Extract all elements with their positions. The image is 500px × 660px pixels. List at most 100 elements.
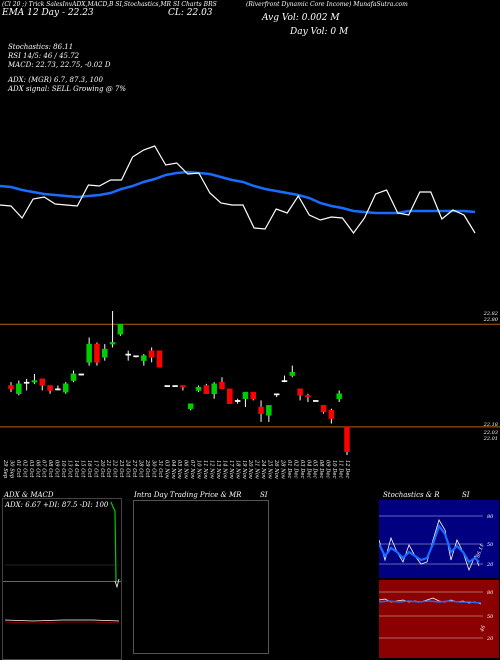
candle-body	[78, 373, 85, 376]
date-tick-label: 04 Nov	[170, 460, 176, 479]
rsi-value-label: 46	[479, 624, 487, 634]
date-tick-label: 24 Oct	[125, 459, 131, 478]
candle-body	[242, 391, 249, 399]
candle-body	[8, 385, 14, 390]
adx-divider	[3, 581, 121, 582]
date-tick-label: 12 Nov	[208, 460, 214, 479]
candle-body	[62, 383, 69, 393]
stoch-level-label: 50	[487, 542, 494, 548]
date-tick-label: 17 Nov	[228, 460, 234, 479]
adx-text: ADX: (MGR) 6.7, 87.3, 100	[8, 76, 103, 84]
date-tick-label: 11 Nov	[202, 460, 208, 479]
date-tick-label: 09 Oct	[54, 460, 60, 478]
date-tick-label: 13 Nov	[215, 460, 221, 479]
candle-body	[234, 400, 241, 402]
candle-body	[344, 426, 350, 452]
candle-body	[164, 385, 171, 387]
date-tick-label: 08 Dec	[318, 460, 324, 478]
candle-body	[203, 385, 210, 395]
level-label: 22.03	[483, 430, 498, 436]
candle-body	[16, 383, 22, 395]
level-label: 22.01	[483, 436, 498, 442]
date-tick-label: 12 Dec	[344, 460, 350, 478]
stoch-level-label: 20	[486, 562, 494, 568]
date-tick-label: 21 Oct	[105, 459, 111, 478]
candle-body	[211, 383, 217, 395]
date-tick-label: 22 Oct	[112, 459, 118, 478]
candle-body	[86, 343, 92, 363]
stoch-si-label: SI	[462, 491, 470, 499]
date-tick-label: 31 Oct	[157, 460, 163, 478]
stoch-value-label: 86.11	[475, 543, 486, 559]
candle-body	[125, 353, 131, 356]
date-tick-label: 01 Oct	[15, 460, 21, 478]
level-label: 22.80	[483, 317, 499, 323]
date-tick-label: 21 Nov	[254, 459, 260, 479]
date-tick-label: 29 Sep	[2, 459, 8, 479]
intraday-si-label: SI	[260, 491, 268, 499]
date-tick-label: 07 Nov	[189, 460, 195, 479]
date-tick-label: 07 Oct	[41, 460, 47, 478]
level-label: 22.82	[483, 311, 498, 317]
date-tick-label: 02 Dec	[292, 460, 298, 478]
candle-body	[312, 400, 319, 402]
adx-signal-text: ADX signal: SELL Growing @ 7%	[8, 85, 127, 93]
date-tick-label: 10 Nov	[196, 460, 202, 479]
stoch-bg	[379, 500, 499, 578]
candle-body	[133, 355, 139, 358]
stoch-level-label: 80	[487, 514, 494, 520]
date-tick-label: 20 Nov	[247, 459, 253, 479]
stoch-text: Stochastics: 86.11	[8, 43, 74, 51]
rsi-level-label: 20	[486, 636, 494, 642]
macd-signal-line	[4, 621, 120, 624]
candle-body	[250, 391, 256, 399]
date-tick-label: 17 Oct	[92, 460, 98, 478]
candle-body	[320, 405, 327, 413]
candle-body	[336, 393, 342, 399]
candle-body	[180, 385, 186, 388]
date-tick-label: 28 Nov	[279, 459, 285, 479]
date-tick-label: 10 Oct	[60, 460, 66, 478]
day-vol: Day Vol: 0 M	[290, 27, 349, 37]
date-tick-label: 23 Oct	[118, 459, 124, 478]
date-tick-label: 30 Sep	[8, 460, 14, 479]
date-tick-label: 13 Oct	[67, 460, 73, 478]
candle-body	[297, 388, 303, 396]
date-tick-label: 06 Oct	[34, 460, 40, 478]
rsi-bg	[379, 580, 499, 658]
candle-body	[281, 380, 288, 382]
adx-lines	[4, 501, 120, 624]
candle-body	[94, 343, 100, 363]
candle-body	[70, 373, 77, 381]
candle-body	[148, 350, 155, 358]
date-tick-label: 24 Nov	[260, 459, 266, 479]
intraday-panel	[133, 500, 269, 654]
header-center: (Riverfront Dynamic Core Income) MunafaS…	[246, 1, 408, 8]
candle-body	[195, 386, 202, 391]
date-tick-label: 29 Oct	[144, 459, 150, 478]
date-tick-label: 03 Oct	[28, 460, 34, 478]
candle-body	[102, 348, 108, 358]
date-tick-label: 16 Oct	[86, 460, 92, 478]
date-tick-label: 26 Nov	[273, 459, 279, 479]
candle-body	[23, 381, 30, 384]
adx-panel: ADX: 6.67 +DI: 87.5 -DI: 100	[2, 498, 122, 660]
ema-label: EMA 12 Day - 22.23	[2, 8, 94, 18]
date-tick-label: 08 Oct	[47, 460, 53, 478]
date-tick-label: 19 Nov	[241, 460, 247, 479]
avg-vol: Avg Vol: 0.002 M	[262, 13, 340, 23]
date-tick-label: 20 Oct	[99, 459, 105, 478]
macd-line	[4, 619, 120, 622]
date-tick-label: 09 Dec	[325, 460, 331, 478]
date-tick-label: 15 Oct	[79, 460, 85, 478]
rsi-avg-line	[379, 600, 482, 604]
date-tick-label: 25 Nov	[267, 459, 273, 479]
date-tick-label: 18 Nov	[234, 460, 240, 479]
adx-values: ADX: 6.67 +DI: 87.5 -DI: 100	[5, 501, 109, 509]
date-tick-label: 10 Dec	[331, 460, 337, 478]
adx-di-line	[110, 501, 117, 582]
date-tick-label: 11 Dec	[338, 460, 344, 478]
stoch-panel-title: Stochastics & R	[383, 491, 440, 499]
